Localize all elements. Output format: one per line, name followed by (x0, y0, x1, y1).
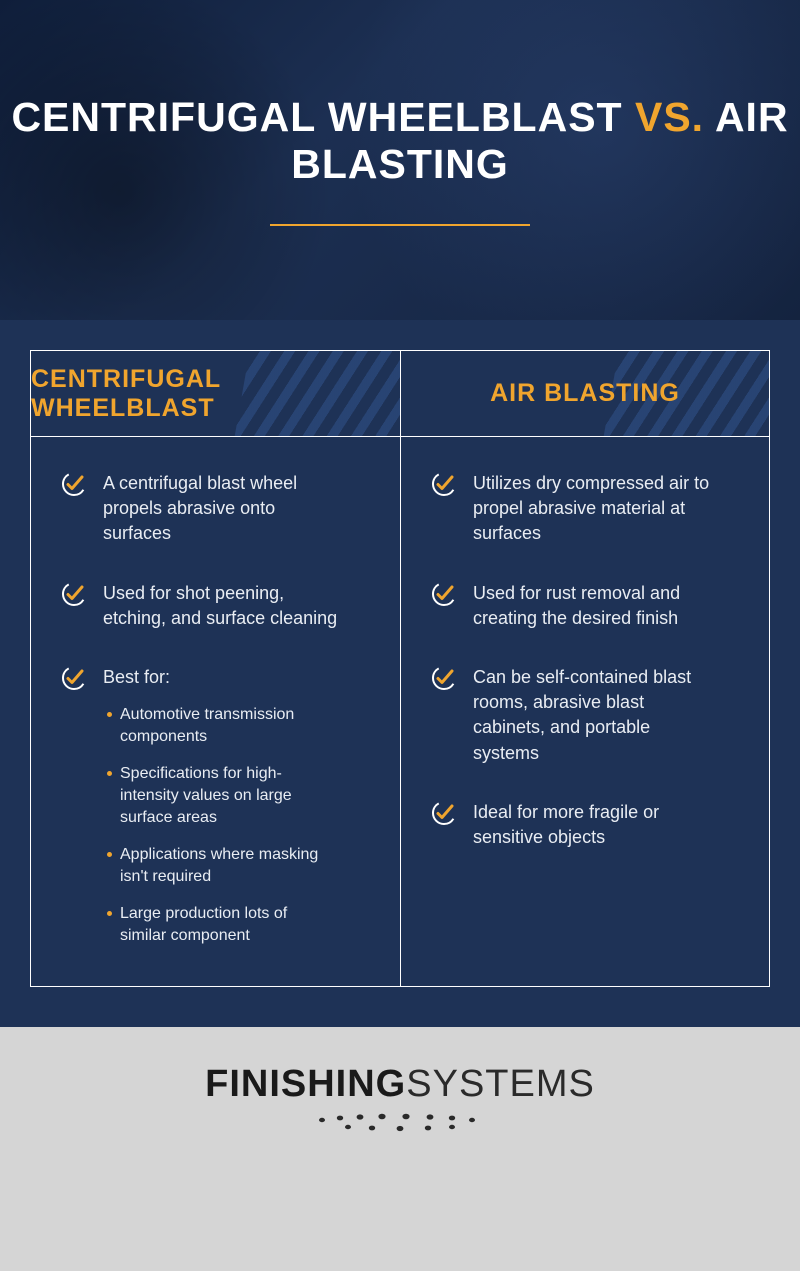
sub-list: Automotive transmission components Specif… (103, 704, 327, 946)
column-body: A centrifugal blast wheel propels abrasi… (31, 437, 400, 986)
item-body: Can be self-contained blast rooms, abras… (473, 665, 713, 766)
item-body: Ideal for more fragile or sensitive obje… (473, 800, 713, 850)
item-body: Utilizes dry compressed air to propel ab… (473, 471, 713, 547)
item-text: Can be self-contained blast rooms, abras… (473, 665, 713, 766)
bullet-icon (107, 712, 112, 717)
title-part1: CENTRIFUGAL WHEELBLAST (11, 94, 635, 140)
bullet-icon (107, 852, 112, 857)
sub-item-text: Applications where masking isn't require… (120, 844, 327, 887)
comparison-panel: CENTRIFUGAL WHEELBLAST A centrifugal bla… (0, 320, 800, 1027)
bullet-icon (107, 771, 112, 776)
item-body: Best for: Automotive transmission compone… (103, 665, 327, 947)
list-item: Ideal for more fragile or sensitive obje… (431, 800, 739, 850)
brand-word-bold: FINISHING (205, 1063, 406, 1105)
comparison-table: CENTRIFUGAL WHEELBLAST A centrifugal bla… (30, 350, 770, 987)
item-text: A centrifugal blast wheel propels abrasi… (103, 471, 343, 547)
sub-item-text: Automotive transmission components (120, 704, 327, 747)
item-body: Used for rust removal and creating the d… (473, 581, 713, 631)
title-divider (270, 224, 530, 226)
item-text: Utilizes dry compressed air to propel ab… (473, 471, 713, 547)
list-item: Used for rust removal and creating the d… (431, 581, 739, 631)
item-text: Used for shot peening, etching, and surf… (103, 581, 343, 631)
check-icon (431, 665, 457, 691)
list-item: Used for shot peening, etching, and surf… (61, 581, 370, 631)
list-item: Utilizes dry compressed air to propel ab… (431, 471, 739, 547)
check-icon (61, 471, 87, 497)
footer: FINISHINGSYSTEMS (0, 1027, 800, 1164)
brand-word-light: SYSTEMS (406, 1063, 595, 1105)
title-vs: VS. (635, 94, 704, 140)
column-header-text: AIR BLASTING (490, 379, 680, 408)
column-air-blasting: AIR BLASTING Utilizes dry compressed air… (400, 351, 769, 986)
check-icon (431, 800, 457, 826)
brand-wordmark: FINISHINGSYSTEMS (205, 1063, 595, 1106)
sub-list-item: Automotive transmission components (107, 704, 327, 747)
column-body: Utilizes dry compressed air to propel ab… (401, 437, 769, 890)
list-item: A centrifugal blast wheel propels abrasi… (61, 471, 370, 547)
list-item: Best for: Automotive transmission compone… (61, 665, 370, 947)
check-icon (431, 581, 457, 607)
sub-item-text: Specifications for high-intensity values… (120, 763, 327, 828)
item-text: Best for: (103, 665, 327, 690)
sub-item-text: Large production lots of similar compone… (120, 903, 327, 946)
column-header: AIR BLASTING (401, 351, 769, 437)
check-icon (61, 665, 87, 691)
column-header-text: CENTRIFUGAL WHEELBLAST (31, 365, 400, 423)
page-title: CENTRIFUGAL WHEELBLAST VS. AIR BLASTING (0, 94, 800, 188)
item-body: Used for shot peening, etching, and surf… (103, 581, 343, 631)
list-item: Can be self-contained blast rooms, abras… (431, 665, 739, 766)
sub-list-item: Large production lots of similar compone… (107, 903, 327, 946)
item-body: A centrifugal blast wheel propels abrasi… (103, 471, 343, 547)
hero-banner: CENTRIFUGAL WHEELBLAST VS. AIR BLASTING (0, 0, 800, 320)
column-header: CENTRIFUGAL WHEELBLAST (31, 351, 400, 437)
bullet-icon (107, 911, 112, 916)
column-centrifugal: CENTRIFUGAL WHEELBLAST A centrifugal bla… (31, 351, 400, 986)
sub-list-item: Specifications for high-intensity values… (107, 763, 327, 828)
sub-list-item: Applications where masking isn't require… (107, 844, 327, 887)
check-icon (431, 471, 457, 497)
check-icon (61, 581, 87, 607)
item-text: Used for rust removal and creating the d… (473, 581, 713, 631)
item-text: Ideal for more fragile or sensitive obje… (473, 800, 713, 850)
brand-logo: FINISHINGSYSTEMS (205, 1063, 595, 1134)
brand-dots-icon (310, 1112, 490, 1134)
